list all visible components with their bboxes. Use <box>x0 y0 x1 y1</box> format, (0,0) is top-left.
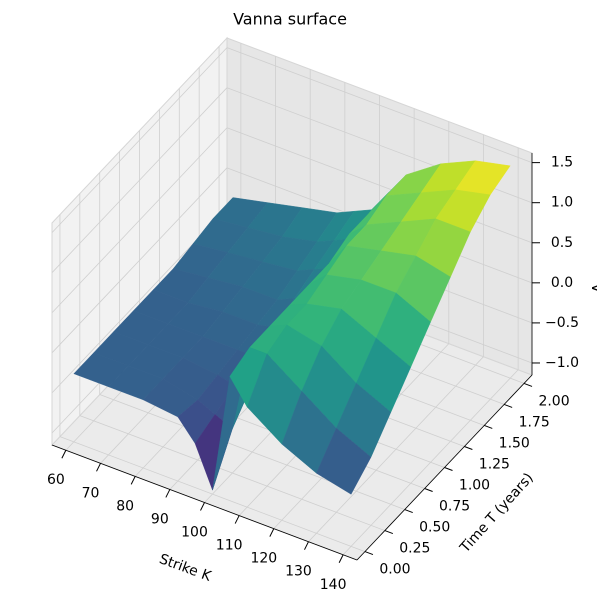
axis-line <box>356 374 533 561</box>
z-axis-label: V <box>588 283 597 293</box>
y-tick <box>523 382 533 387</box>
x-tick-label: 90 <box>151 511 169 527</box>
z-tick-label: −0.5 <box>545 315 579 331</box>
x-tick <box>234 515 240 524</box>
y-tick-label: 1.50 <box>499 435 530 451</box>
x-tick-label: 120 <box>250 551 277 567</box>
grid-line <box>51 167 228 354</box>
z-tick-label: 0.5 <box>551 235 573 251</box>
x-tick-label: 110 <box>216 538 243 554</box>
y-tick <box>464 446 473 450</box>
axis-line <box>51 444 358 561</box>
x-tick-label: 60 <box>47 472 65 488</box>
x-tick <box>96 463 101 472</box>
y-tick-label: 2.00 <box>538 393 569 409</box>
z-tick-label: 1.5 <box>551 155 573 171</box>
grid-line <box>51 47 228 233</box>
x-axis-label: Strike K <box>157 551 214 585</box>
x-tick-label: 80 <box>116 498 134 514</box>
y-tick-label: 0.25 <box>399 541 430 557</box>
x-tick <box>130 476 136 485</box>
y-tick-label: 1.00 <box>459 478 490 494</box>
grid-line <box>99 394 405 510</box>
x-tick-label: 140 <box>320 577 347 593</box>
y-tick <box>424 488 433 492</box>
x-tick-label: 100 <box>181 525 208 541</box>
y-tick <box>384 530 394 535</box>
x-tick <box>61 450 67 459</box>
y-tick-label: 1.75 <box>519 414 550 430</box>
x-tick <box>338 554 344 563</box>
z-tick-label: 0.0 <box>551 275 573 291</box>
x-tick <box>304 541 309 550</box>
grid-line <box>79 415 385 531</box>
y-tick <box>503 403 513 408</box>
x-tick <box>269 528 275 537</box>
grid-line <box>51 87 228 273</box>
x-tick <box>200 502 205 511</box>
x-tick-label: 70 <box>82 485 100 501</box>
y-tick-label: 0.50 <box>419 520 450 536</box>
grid-line <box>51 127 228 314</box>
z-tick-label: −1.0 <box>545 355 579 371</box>
y-tick <box>404 509 413 514</box>
grid-line <box>59 436 366 552</box>
grid-line <box>226 127 533 244</box>
y-tick <box>364 551 374 556</box>
surface-patch <box>316 427 372 495</box>
y-tick <box>484 424 493 429</box>
x-tick <box>165 489 171 498</box>
z-tick-label: 1.0 <box>551 195 573 211</box>
chart-title: Vanna surface <box>233 10 347 29</box>
y-tick-label: 0.00 <box>379 562 410 578</box>
y-tick-label: 1.25 <box>479 456 510 472</box>
y-tick-label: 0.75 <box>439 499 470 515</box>
x-tick-label: 130 <box>285 564 312 580</box>
grid-line <box>226 47 533 163</box>
y-tick <box>444 467 453 471</box>
surface <box>73 160 511 495</box>
